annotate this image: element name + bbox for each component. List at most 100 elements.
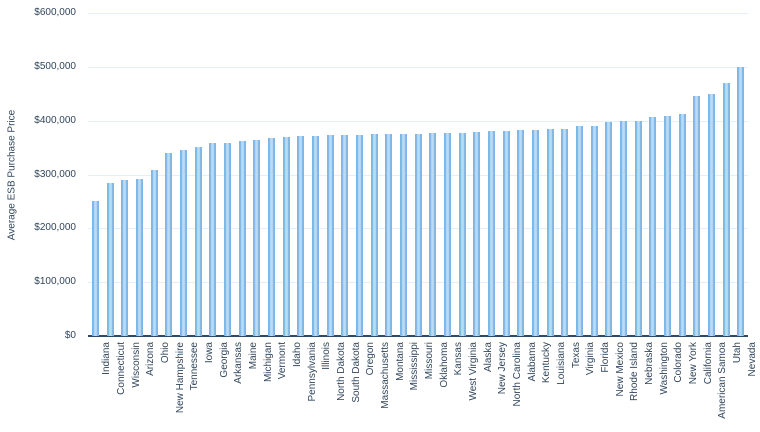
bar-pennsylvania (297, 136, 305, 336)
bar-georgia (209, 143, 217, 336)
x-label-washington: Washington (658, 342, 670, 395)
y-tick-label: $0 (64, 330, 76, 341)
x-label-oregon: Oregon (365, 342, 377, 376)
bar-north-carolina (502, 130, 510, 336)
bar-nevada (737, 66, 745, 336)
x-axis-line (88, 335, 748, 337)
x-label-new-york: New York (688, 342, 699, 385)
x-label-indiana: Indiana (101, 342, 113, 375)
bar-new-hampshire (165, 152, 173, 336)
x-label-pennsylvania: Pennsylvania (306, 342, 318, 402)
x-label-ohio: Ohio (160, 342, 171, 364)
x-label-arizona: Arizona (145, 342, 157, 376)
y-tick-label: $100,000 (34, 276, 76, 288)
x-label-montana: Montana (394, 342, 406, 381)
x-label-rhode-island: Rhode Island (629, 342, 641, 401)
x-label-illinois: Illinois (321, 342, 333, 370)
bar-indiana (91, 200, 99, 336)
bar-illinois (311, 135, 319, 336)
x-label-louisiana: Louisiana (556, 342, 567, 385)
bar-west-virginia (458, 132, 466, 336)
x-label-florida: Florida (600, 342, 611, 373)
bar-arkansas (223, 142, 231, 336)
bar-kentucky (531, 129, 539, 336)
x-label-tennessee: Tennessee (189, 342, 201, 391)
bar-virginia (575, 126, 583, 336)
x-label-wisconsin: Wisconsin (130, 342, 142, 388)
bar-vermont (267, 138, 275, 336)
bar-north-dakota (326, 135, 334, 336)
x-label-michigan: Michigan (262, 342, 274, 383)
bar-new-jersey (487, 131, 495, 336)
plot-area (88, 13, 748, 337)
x-label-new-hampshire: New Hampshire (174, 342, 186, 414)
bar-arizona (135, 178, 143, 336)
bar-ohio (150, 169, 158, 336)
bar-washington (649, 117, 657, 336)
bar-tennessee (179, 149, 187, 336)
x-label-alaska: Alaska (482, 342, 494, 373)
bar-oregon (355, 134, 363, 336)
x-label-maine: Maine (248, 342, 259, 370)
x-label-north-carolina: North Carolina (512, 342, 523, 407)
bar-new-york (678, 113, 686, 336)
x-label-colorado: Colorado (673, 342, 685, 383)
x-label-texas: Texas (570, 342, 582, 369)
x-label-nevada: Nevada (746, 342, 758, 377)
bar-wisconsin (121, 180, 129, 336)
bar-nebraska (634, 120, 642, 336)
x-label-south-dakota: South Dakota (350, 342, 362, 403)
gridline-400000 (88, 120, 748, 122)
bar-american-samoa (707, 94, 715, 336)
x-label-alabama: Alabama (526, 342, 538, 382)
x-label-american-samoa: American Samoa (717, 342, 729, 419)
bar-colorado (663, 116, 671, 336)
y-tick-label: $400,000 (34, 114, 76, 126)
x-label-mississippi: Mississippi (409, 342, 421, 391)
bar-missouri (414, 133, 422, 336)
x-label-new-mexico: New Mexico (614, 342, 626, 397)
bar-california (693, 96, 701, 336)
x-label-north-dakota: North Dakota (336, 342, 347, 401)
x-label-west-virginia: West Virginia (468, 342, 479, 401)
x-label-iowa: Iowa (204, 342, 215, 364)
bar-south-dakota (341, 134, 349, 336)
x-label-vermont: Vermont (277, 342, 289, 380)
x-label-idaho: Idaho (292, 342, 303, 368)
bar-kansas (443, 133, 451, 336)
x-label-oklahoma: Oklahoma (438, 342, 450, 388)
x-label-missouri: Missouri (424, 342, 435, 380)
bar-oklahoma (429, 133, 437, 336)
bar-mississippi (399, 133, 407, 336)
y-tick-label: $300,000 (34, 168, 76, 180)
x-label-virginia: Virginia (585, 342, 597, 376)
bar-rhode-island (619, 121, 627, 336)
bar-maine (238, 141, 246, 336)
x-label-massachusetts: Massachusetts (380, 342, 391, 409)
bar-alaska (473, 131, 481, 336)
y-tick-label: $200,000 (34, 222, 76, 234)
bar-montana (385, 134, 393, 336)
x-label-arkansas: Arkansas (233, 342, 245, 384)
gridline-600000 (88, 13, 748, 14)
x-label-california: California (702, 342, 714, 385)
bar-massachusetts (370, 134, 378, 336)
bar-michigan (253, 140, 261, 336)
x-label-georgia: Georgia (218, 342, 230, 378)
bar-idaho (282, 137, 290, 336)
bar-iowa (194, 147, 202, 336)
bar-new-mexico (605, 121, 613, 336)
bar-utah (722, 82, 730, 336)
x-label-new-jersey: New Jersey (497, 342, 509, 395)
gridline-500000 (88, 66, 748, 68)
bar-connecticut (106, 183, 114, 336)
x-label-nebraska: Nebraska (644, 342, 655, 385)
bar-alabama (517, 130, 525, 336)
x-label-kentucky: Kentucky (541, 342, 553, 384)
bar-florida (590, 125, 598, 336)
y-tick-label: $600,000 (34, 7, 76, 18)
y-tick-label: $500,000 (34, 60, 76, 72)
x-label-connecticut: Connecticut (116, 342, 127, 395)
x-label-utah: Utah (732, 342, 743, 364)
